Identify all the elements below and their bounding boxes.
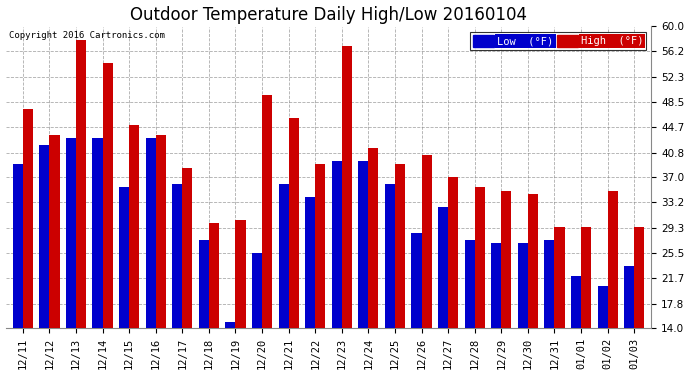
Bar [411,233,422,328]
Bar [464,240,475,328]
Bar [422,154,432,328]
Bar [182,168,193,328]
Bar [156,135,166,328]
Bar [368,148,379,328]
Bar [332,161,342,328]
Bar [209,224,219,328]
Bar [544,240,555,328]
Bar [581,227,591,328]
Bar [598,286,608,328]
Bar [385,184,395,328]
Bar [199,240,209,328]
Bar [262,95,272,328]
Bar [288,118,299,328]
Bar [342,46,352,328]
Legend: Low  (°F), High  (°F): Low (°F), High (°F) [470,32,647,50]
Bar [438,207,448,328]
Bar [119,188,129,328]
Text: Copyright 2016 Cartronics.com: Copyright 2016 Cartronics.com [9,31,165,40]
Bar [76,40,86,328]
Bar [528,194,538,328]
Bar [305,197,315,328]
Bar [279,184,288,328]
Bar [475,188,485,328]
Bar [103,63,112,328]
Bar [129,125,139,328]
Bar [12,164,23,328]
Bar [66,138,76,328]
Bar [491,243,502,328]
Title: Outdoor Temperature Daily High/Low 20160104: Outdoor Temperature Daily High/Low 20160… [130,6,527,24]
Bar [92,138,103,328]
Bar [518,243,528,328]
Bar [172,184,182,328]
Bar [39,145,50,328]
Bar [608,190,618,328]
Bar [502,190,511,328]
Bar [50,135,59,328]
Bar [252,253,262,328]
Bar [395,164,405,328]
Bar [23,108,33,328]
Bar [235,220,246,328]
Bar [634,227,644,328]
Bar [358,161,368,328]
Bar [146,138,156,328]
Bar [226,322,235,328]
Bar [448,177,458,328]
Bar [624,266,634,328]
Bar [571,276,581,328]
Bar [555,227,564,328]
Bar [315,164,325,328]
